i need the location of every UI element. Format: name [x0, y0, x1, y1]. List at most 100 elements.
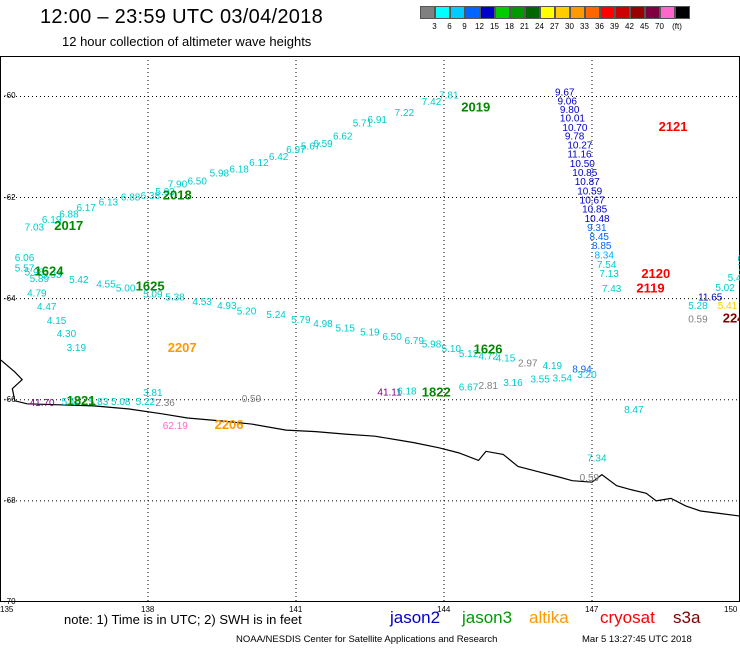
pass-time-label: 2248	[723, 310, 740, 325]
wave-height-value: 6	[738, 254, 740, 265]
scale-swatch	[480, 6, 495, 19]
wave-height-value: 3.81	[143, 388, 163, 399]
longitude-tick-label: 150	[724, 605, 738, 614]
wave-height-value: 2.81	[479, 381, 499, 392]
latitude-tick-label: -66	[4, 394, 16, 404]
scale-swatch	[540, 6, 555, 19]
wave-height-value: 7.54	[597, 260, 617, 271]
wave-height-value: 3.20	[577, 370, 597, 381]
pass-time-label: 1821	[67, 393, 96, 408]
wave-height-value: 7.22	[395, 108, 415, 119]
satellite-legend-altika: altika	[529, 608, 569, 627]
scale-tick-label: 45	[640, 22, 649, 31]
pass-time-label: 2121	[659, 119, 688, 134]
scale-swatch	[555, 6, 570, 19]
scale-tick-label: 33	[580, 22, 589, 31]
wave-height-value: 4.15	[47, 316, 67, 327]
scale-tick-label: 6	[447, 22, 452, 31]
latitude-tick-label: -68	[4, 495, 16, 505]
wave-height-value: 41.70	[30, 398, 55, 409]
satellite-legend-cryosat: cryosat	[600, 608, 655, 627]
wave-height-value: 6.12	[249, 158, 269, 169]
scale-tick-label: 9	[462, 22, 467, 31]
wave-height-value: 7.81	[439, 90, 459, 101]
timestamp-text: Mar 5 13:27:45 UTC 2018	[582, 634, 692, 645]
wave-height-value: 4.15	[496, 353, 516, 364]
wave-height-value: 6.13	[99, 198, 119, 209]
wave-height-value: 9.80	[560, 105, 580, 116]
wave-height-value: 7.34	[587, 453, 607, 464]
pass-time-label: 1822	[422, 385, 451, 400]
wave-height-value: 11.16	[567, 150, 592, 161]
wave-height-value: 5.57	[15, 263, 35, 274]
wave-height-value: 5.79	[291, 315, 311, 326]
wave-height-value: 4.19	[543, 361, 563, 372]
wave-height-value: 2.97	[518, 358, 538, 369]
scale-swatch	[630, 6, 645, 19]
wave-height-value: 0.59	[242, 394, 262, 405]
wave-height-value: 5.67	[301, 142, 321, 153]
wave-height-value: 4.55	[96, 280, 116, 291]
wave-height-value: 5.93	[155, 187, 175, 198]
coastline	[0, 358, 740, 517]
scale-tick-label: 42	[625, 22, 634, 31]
wave-height-value: 6.88	[59, 209, 79, 220]
color-scale-ticks: 3 6 9 12 15 18 21 24 27 30 33 36 39 42 45 70 (ft)	[420, 22, 690, 31]
wave-height-value: 5.19	[360, 328, 380, 339]
wave-height-value: 4.98	[313, 319, 333, 330]
wave-height-value: 5.02	[715, 283, 735, 294]
longitude-tick-label: 144	[437, 605, 451, 614]
scale-swatch	[450, 6, 465, 19]
wave-height-value: 5.28	[688, 301, 708, 312]
wave-height-value: 10.50	[570, 159, 595, 170]
scale-tick-label: 39	[610, 22, 619, 31]
chart-title: 12:00 – 23:59 UTC 03/04/2018	[40, 6, 324, 28]
scale-swatch	[600, 6, 615, 19]
wave-height-value: 6.19	[42, 215, 62, 226]
scale-swatch	[465, 6, 480, 19]
wave-height-value: 10.85	[582, 205, 607, 216]
latitude-tick-label: -64	[4, 293, 16, 303]
wave-height-value: 5.93	[42, 270, 62, 281]
pass-time-label: 2207	[168, 340, 197, 355]
pass-time-label: 2017	[54, 218, 83, 233]
wave-height-value: 4.72	[479, 351, 499, 362]
wave-height-value: 5.83	[89, 397, 109, 408]
scale-tick-label: 36	[595, 22, 604, 31]
pass-time-label: 1624	[35, 263, 65, 278]
scale-unit: (ft)	[672, 22, 682, 31]
wave-height-value: 0.59	[688, 314, 708, 325]
scale-swatch	[585, 6, 600, 19]
wave-height-value: 11.65	[698, 293, 723, 304]
scale-tick-label: 30	[565, 22, 574, 31]
wave-height-value: 10.67	[580, 196, 605, 207]
wave-height-value: 8.94	[572, 364, 592, 375]
scale-swatch	[570, 6, 585, 19]
wave-height-value: 5.14	[62, 397, 82, 408]
scale-tick-label: 15	[490, 22, 499, 31]
latitude-tick-label: -70	[4, 597, 16, 606]
wave-height-value: 6.18	[229, 164, 249, 175]
wave-height-value: 4.79	[27, 289, 47, 300]
scale-tick-label: 12	[475, 22, 484, 31]
wave-height-value: 6.50	[382, 332, 402, 343]
scale-swatch	[675, 6, 690, 19]
color-scale-swatches	[420, 6, 690, 19]
wave-height-value: 9.78	[565, 131, 585, 142]
wave-height-value: 6.97	[286, 145, 306, 156]
wave-height-value: 10.70	[562, 123, 587, 134]
wave-height-value: 5.89	[30, 274, 50, 285]
wave-height-value: 8.47	[624, 405, 644, 416]
wave-height-value: 5.98	[210, 168, 230, 179]
scale-swatch	[435, 6, 450, 19]
wave-height-value: 5.41	[718, 301, 738, 312]
scale-tick-label: 24	[535, 22, 544, 31]
wave-height-value: 8.85	[592, 241, 612, 252]
latitude-tick-label: -60	[4, 91, 16, 101]
wave-height-value: 6.91	[368, 115, 388, 126]
scale-tick-label: 21	[520, 22, 529, 31]
wave-height-value: 5.00	[116, 284, 136, 295]
pass-time-label: 1625	[136, 279, 165, 294]
wave-height-value: 41.11	[377, 388, 402, 399]
wave-height-value: 5.10	[442, 344, 462, 355]
